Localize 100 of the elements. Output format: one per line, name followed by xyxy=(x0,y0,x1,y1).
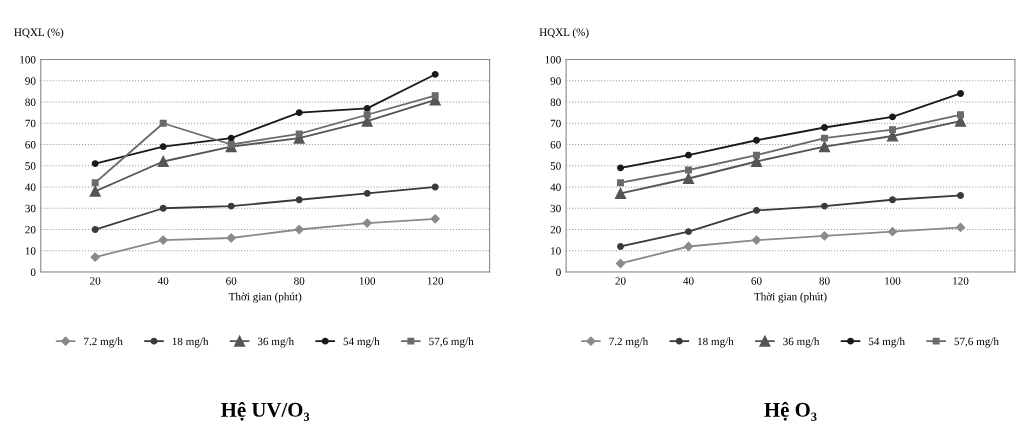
point xyxy=(227,141,235,148)
x-tick-label: 20 xyxy=(90,277,101,285)
y-tick-label: 80 xyxy=(550,98,561,106)
point xyxy=(751,235,762,245)
point xyxy=(753,206,760,214)
y-axis-title: HQXL (%) xyxy=(14,28,64,39)
point xyxy=(363,111,371,119)
point xyxy=(889,126,896,134)
legend-label: 36 mg/h xyxy=(783,337,820,348)
x-tick-label: 100 xyxy=(885,277,901,285)
y-tick-label: 90 xyxy=(550,77,561,85)
legend-label: 18 mg/h xyxy=(172,337,209,348)
point xyxy=(159,204,167,212)
y-tick-label: 60 xyxy=(550,140,561,149)
y-tick-label: 70 xyxy=(550,119,561,128)
point xyxy=(818,141,831,153)
legend-label: 54 mg/h xyxy=(868,337,905,348)
point xyxy=(363,104,371,112)
point xyxy=(431,70,439,78)
point xyxy=(295,130,303,138)
point xyxy=(957,192,964,199)
point xyxy=(955,222,966,232)
y-tick-label: 0 xyxy=(556,268,561,276)
point xyxy=(91,226,99,233)
point xyxy=(617,179,624,187)
y-tick-label: 30 xyxy=(25,204,36,213)
x-tick-label: 60 xyxy=(751,277,762,285)
text: Hệ UV/O₃ xyxy=(221,401,310,421)
text: Hệ O₃ xyxy=(764,401,817,421)
point xyxy=(753,151,760,159)
y-tick-label: 100 xyxy=(20,55,36,64)
point xyxy=(89,185,101,197)
legend-label: 54 mg/h xyxy=(343,337,380,348)
y-tick-label: 50 xyxy=(25,162,36,170)
point xyxy=(91,160,99,168)
y-tick-label: 70 xyxy=(25,119,36,128)
point xyxy=(685,151,692,159)
legend-label: 18 mg/h xyxy=(698,337,734,348)
x-tick-label: 60 xyxy=(226,277,237,285)
y-tick-label: 100 xyxy=(545,55,561,64)
point xyxy=(431,92,439,100)
point xyxy=(753,136,760,144)
y-tick-label: 20 xyxy=(25,225,36,234)
point xyxy=(957,111,964,119)
y-tick-label: 40 xyxy=(25,183,36,191)
point xyxy=(295,109,303,117)
point xyxy=(821,202,828,210)
point xyxy=(158,235,168,245)
point xyxy=(431,183,439,191)
point xyxy=(159,119,167,127)
point xyxy=(227,202,235,210)
y-tick-label: 10 xyxy=(551,247,561,255)
legend-label: 7.2 mg/h xyxy=(609,337,649,348)
y-tick-label: 20 xyxy=(550,225,561,234)
x-tick-label: 80 xyxy=(819,277,830,285)
point xyxy=(227,134,235,142)
legend-label: 57,6 mg/h xyxy=(429,337,474,348)
x-tick-label: 40 xyxy=(157,277,169,285)
x-tick-label: 120 xyxy=(953,277,969,285)
point xyxy=(617,164,624,172)
point xyxy=(294,224,304,235)
point xyxy=(617,243,624,250)
point xyxy=(821,124,828,131)
point xyxy=(90,252,100,262)
point xyxy=(159,143,167,151)
x-axis-title: Thời gian (phút) xyxy=(228,292,302,303)
point xyxy=(226,233,236,243)
point xyxy=(430,214,440,224)
point xyxy=(957,90,964,97)
point xyxy=(363,189,371,197)
point xyxy=(685,166,692,174)
legend-label: 36 mg/h xyxy=(257,337,294,348)
point xyxy=(821,134,828,142)
point xyxy=(889,196,896,204)
x-tick-label: 40 xyxy=(683,277,694,285)
point xyxy=(157,155,169,168)
point xyxy=(887,227,898,237)
y-tick-label: 10 xyxy=(25,247,36,255)
x-axis-title: Thời gian (phút) xyxy=(754,292,827,303)
x-tick-label: 120 xyxy=(427,277,444,285)
point xyxy=(889,113,896,121)
point xyxy=(682,172,695,185)
point xyxy=(91,179,99,187)
point xyxy=(362,218,372,228)
x-tick-label: 100 xyxy=(359,277,376,285)
point xyxy=(685,228,692,236)
y-tick-label: 0 xyxy=(30,268,36,276)
x-tick-label: 80 xyxy=(294,277,305,285)
legend-label: 7.2 mg/h xyxy=(84,337,123,348)
y-tick-label: 50 xyxy=(550,162,561,170)
y-axis-title: HQXL (%) xyxy=(539,28,589,39)
y-tick-label: 40 xyxy=(550,183,561,191)
y-tick-label: 30 xyxy=(550,204,561,213)
y-tick-label: 90 xyxy=(25,77,36,85)
x-tick-label: 20 xyxy=(615,277,626,285)
y-tick-label: 60 xyxy=(25,140,36,149)
legend-label: 57,6 mg/h xyxy=(954,337,999,348)
point xyxy=(295,196,303,204)
y-tick-label: 80 xyxy=(25,98,36,106)
point xyxy=(614,187,627,199)
